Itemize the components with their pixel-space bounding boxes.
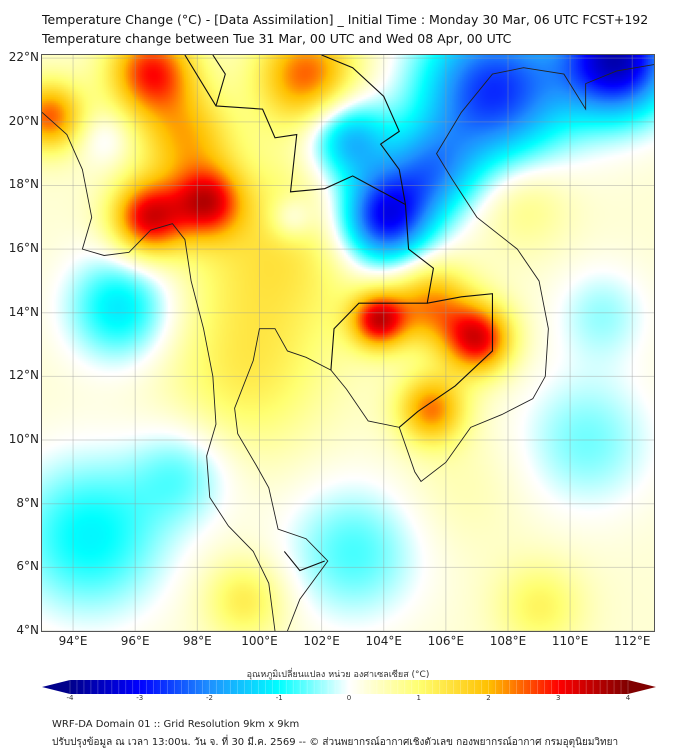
longitude-label: 100°E <box>241 634 278 648</box>
longitude-label: 94°E <box>58 634 88 648</box>
colorbar-gradient <box>70 680 628 694</box>
longitude-label: 110°E <box>551 634 589 648</box>
colorbar-tick-label: -1 <box>275 694 283 702</box>
colorbar-max-arrow <box>628 680 656 694</box>
longitude-label: 98°E <box>182 634 212 648</box>
temperature-field <box>42 55 654 631</box>
latitude-label: 8°N <box>16 495 39 510</box>
latitude-label: 10°N <box>8 432 39 447</box>
latitude-label: 20°N <box>8 113 39 128</box>
colorbar-tick-label: 4 <box>625 694 631 702</box>
longitude-label: 106°E <box>427 634 465 648</box>
latitude-label: 16°N <box>8 241 39 256</box>
footer-model-info: WRF-DA Domain 01 :: Grid Resolution 9km … <box>52 719 300 730</box>
latitude-label: 14°N <box>8 304 39 319</box>
latitude-label: 12°N <box>8 368 39 383</box>
country-border <box>283 551 325 572</box>
longitude-label: 112°E <box>614 634 651 648</box>
colorbar-tick-label: -4 <box>66 694 74 702</box>
longitude-label: 104°E <box>365 634 402 648</box>
latitude-label: 4°N <box>16 623 39 637</box>
country-border <box>184 55 435 371</box>
colorbar-tick-label: 0 <box>346 694 352 702</box>
longitude-label: 108°E <box>489 634 527 648</box>
colorbar-title: อุณหภูมิเปลี่ยนแปลง หน่วย องศาเซลเซียส (… <box>246 670 430 680</box>
colorbar-tick-label: 3 <box>556 694 561 702</box>
country-border <box>398 293 494 428</box>
colorbar-tick-label: -3 <box>136 694 144 702</box>
latitude-label: 6°N <box>16 559 39 574</box>
map-title: Temperature Change (°C) - [Data Assimila… <box>42 12 649 27</box>
temperature-change-map <box>41 54 655 632</box>
footer-update-info: ปรับปรุงข้อมูล ณ เวลา 13:00น. วัน จ. ที่… <box>52 737 619 748</box>
colorbar-tick-label: 2 <box>486 694 491 702</box>
latitude-label: 22°N <box>8 50 39 65</box>
country-border <box>321 55 407 205</box>
coastline <box>42 111 276 631</box>
longitude-label: 102°E <box>303 634 340 648</box>
colorbar <box>42 680 656 694</box>
map-overlay <box>42 55 654 631</box>
country-border <box>212 55 226 107</box>
colorbar-tick-label: 1 <box>416 694 421 702</box>
colorbar-tick-label: -2 <box>206 694 213 702</box>
latitude-label: 18°N <box>8 177 39 192</box>
coastline <box>234 64 654 631</box>
colorbar-min-arrow <box>42 680 70 694</box>
longitude-label: 96°E <box>120 634 150 648</box>
map-subtitle: Temperature change between Tue 31 Mar, 0… <box>42 31 512 46</box>
